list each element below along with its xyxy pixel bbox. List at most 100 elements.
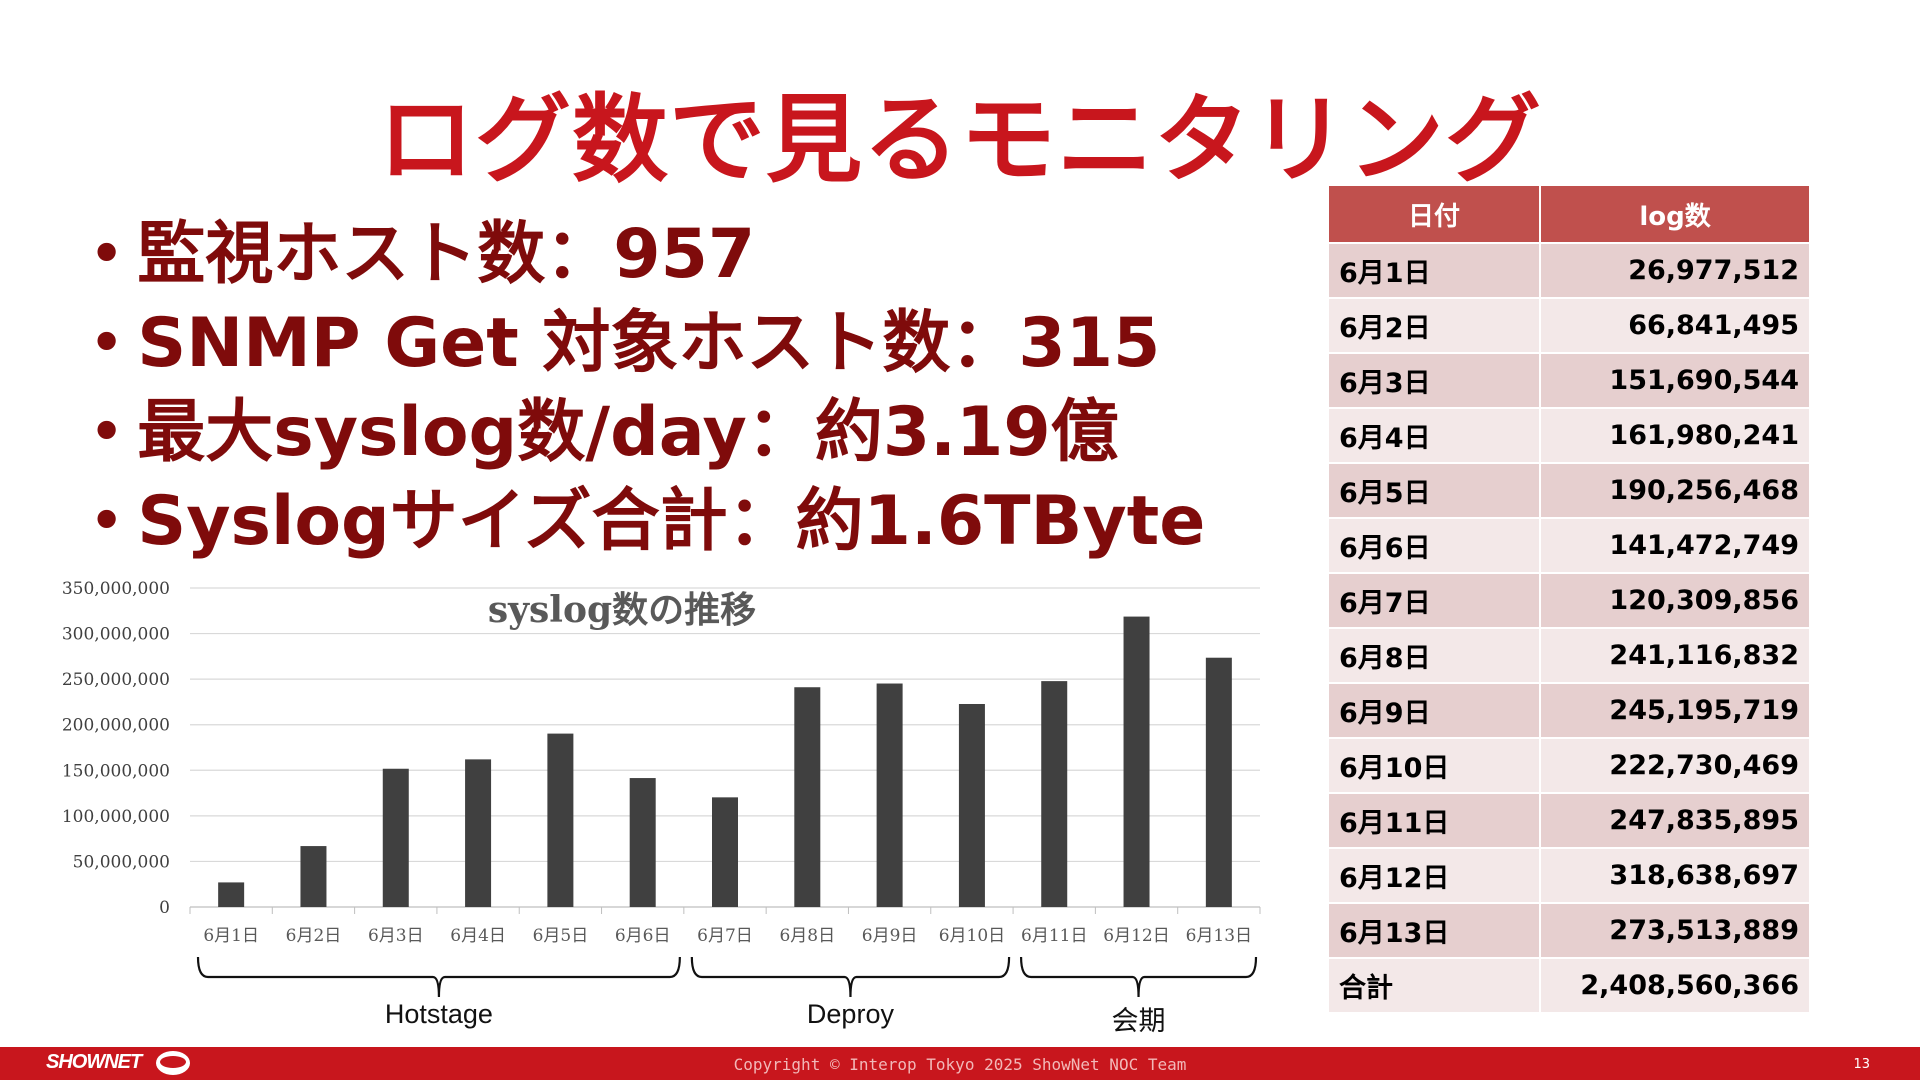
bar	[1205, 657, 1232, 907]
slide-title: ログ数で見るモニタリング	[378, 84, 1542, 196]
y-tick-label: 50,000,000	[73, 852, 170, 872]
x-tick-label: 6月3日	[368, 926, 424, 946]
table-row: 6月11日 247,835,895	[1326, 792, 1811, 849]
shownet-logo: SHOWNET	[46, 1051, 142, 1073]
x-tick-label: 6月4日	[450, 926, 506, 946]
bar	[1041, 681, 1068, 907]
date-cell: 6月9日	[1326, 682, 1542, 739]
table-row: 6月3日 151,690,544	[1326, 352, 1811, 409]
x-tick-label: 6月12日	[1103, 926, 1169, 946]
bullet-dot-icon: •	[90, 224, 124, 284]
bullet-item: • SNMP Get 対象ホスト数：315	[90, 299, 1205, 388]
phase-label: 会期	[1111, 1006, 1166, 1036]
log-count-cell: 66,841,495	[1539, 297, 1811, 354]
footer-bar: SHOWNET Copyright © Interop Tokyo 2025 S…	[0, 1047, 1920, 1080]
y-tick-label: 350,000,000	[62, 579, 170, 599]
table-row: 6月13日 273,513,889	[1326, 902, 1811, 959]
chart-canvas: 0 50,000,000 100,000,000 150,000,000 200,000…	[62, 579, 1261, 998]
x-tick-label: 6月5日	[533, 926, 589, 946]
date-cell: 6月5日	[1326, 462, 1542, 519]
table-row: 6月12日 318,638,697	[1326, 847, 1811, 904]
x-tick-label: 6月6日	[615, 926, 671, 946]
table-row: 6月10日 222,730,469	[1326, 737, 1811, 794]
brace-deproy	[690, 956, 1011, 998]
bar	[629, 778, 656, 907]
x-tick-label: 6月9日	[862, 926, 918, 946]
date-cell: 6月2日	[1326, 297, 1542, 354]
bar	[1123, 616, 1150, 907]
bar	[876, 683, 903, 907]
log-count-table: 日付 log数 6月1日 26,977,512 6月2日 66,841,495 6月3日…	[1326, 184, 1811, 1014]
table-row: 6月2日 66,841,495	[1326, 297, 1811, 354]
table-row: 6月4日 161,980,241	[1326, 407, 1811, 464]
bullet-list: • 監視ホスト数：957 • SNMP Get 対象ホスト数：315 • 最大sysl…	[90, 210, 1205, 566]
y-tick-label: 200,000,000	[62, 716, 170, 736]
date-cell: 6月8日	[1326, 627, 1542, 684]
log-count-cell: 222,730,469	[1539, 737, 1811, 794]
bullet-text: Syslogサイズ合計：約1.6TByte	[137, 482, 1206, 561]
date-cell: 6月11日	[1326, 792, 1542, 849]
bar	[958, 703, 985, 907]
bullet-item: • Syslogサイズ合計：約1.6TByte	[90, 477, 1205, 566]
date-cell: 6月1日	[1326, 242, 1542, 299]
bar	[465, 759, 492, 907]
log-count-cell: 241,116,832	[1539, 627, 1811, 684]
log-count-cell: 247,835,895	[1539, 792, 1811, 849]
bullet-item: • 最大syslog数/day：約3.19億	[90, 388, 1205, 477]
date-cell: 6月4日	[1326, 407, 1542, 464]
total-value: 2,408,560,366	[1539, 957, 1811, 1014]
table-header-row: 日付 log数	[1326, 184, 1811, 244]
date-cell: 6月12日	[1326, 847, 1542, 904]
total-row: 合計 2,408,560,366	[1326, 957, 1811, 1014]
logo-mark-icon	[156, 1051, 190, 1075]
total-label: 合計	[1326, 957, 1542, 1014]
bullet-dot-icon: •	[90, 402, 124, 462]
table-row: 6月6日 141,472,749	[1326, 517, 1811, 574]
x-tick-label: 6月1日	[203, 926, 259, 946]
log-count-cell: 273,513,889	[1539, 902, 1811, 959]
syslog-bar-chart: 0 50,000,000 100,000,000 150,000,000 200,000…	[40, 570, 1280, 1049]
phase-label: Hotstage	[384, 999, 493, 1029]
x-tick-label: 6月8日	[779, 926, 835, 946]
y-tick-label: 250,000,000	[62, 670, 170, 690]
bar	[794, 687, 821, 907]
column-header-log-count: log数	[1539, 184, 1811, 244]
bar	[382, 768, 409, 907]
bar	[547, 733, 574, 907]
log-count-cell: 151,690,544	[1539, 352, 1811, 409]
chart-title: syslog数の推移	[488, 589, 756, 631]
log-count-cell: 161,980,241	[1539, 407, 1811, 464]
table-row: 6月7日 120,309,856	[1326, 572, 1811, 629]
date-cell: 6月3日	[1326, 352, 1542, 409]
date-cell: 6月13日	[1326, 902, 1542, 959]
date-cell: 6月10日	[1326, 737, 1542, 794]
copyright-text: Copyright © Interop Tokyo 2025 ShowNet N…	[733, 1055, 1187, 1074]
bar	[712, 797, 738, 907]
bullet-text: 最大syslog数/day：約3.19億	[137, 393, 1119, 472]
bar	[218, 882, 245, 907]
bullet-item: • 監視ホスト数：957	[90, 210, 1205, 299]
log-count-cell: 120,309,856	[1539, 572, 1811, 629]
page-number: 13	[1853, 1057, 1870, 1072]
brace-hotstage	[196, 956, 681, 998]
bullet-dot-icon: •	[90, 491, 124, 551]
y-tick-label: 100,000,000	[62, 807, 170, 827]
table-row: 6月5日 190,256,468	[1326, 462, 1811, 519]
log-count-cell: 190,256,468	[1539, 462, 1811, 519]
column-header-date: 日付	[1326, 184, 1542, 244]
table-row: 6月9日 245,195,719	[1326, 682, 1811, 739]
x-tick-label: 6月11日	[1021, 926, 1087, 946]
x-tick-label: 6月10日	[939, 926, 1005, 946]
table-body: 6月1日 26,977,512 6月2日 66,841,495 6月3日 151,690,…	[1326, 242, 1811, 1014]
table-row: 6月8日 241,116,832	[1326, 627, 1811, 684]
date-cell: 6月7日	[1326, 572, 1542, 629]
bullet-text: 監視ホスト数：957	[137, 215, 756, 294]
y-tick-label: 0	[159, 898, 170, 918]
log-count-cell: 318,638,697	[1539, 847, 1811, 904]
y-tick-label: 300,000,000	[62, 625, 170, 645]
bar	[300, 846, 327, 907]
y-tick-label: 150,000,000	[62, 761, 170, 781]
x-tick-label: 6月7日	[697, 926, 753, 946]
brace-会期	[1019, 956, 1258, 998]
bullet-text: SNMP Get 対象ホスト数：315	[137, 304, 1161, 383]
